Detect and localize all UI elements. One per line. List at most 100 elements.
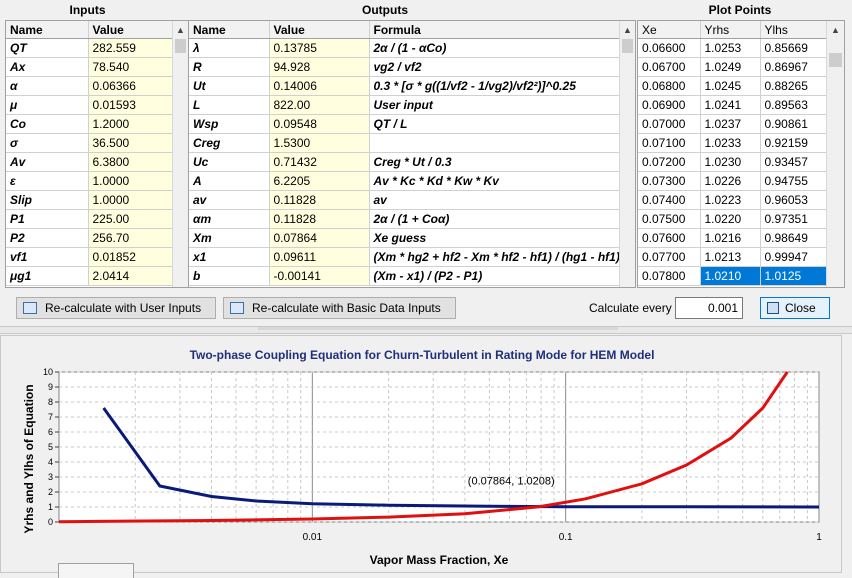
table-row[interactable]: 0.07500 1.0220 0.97351 xyxy=(638,209,827,229)
y-tick-label: 4 xyxy=(48,457,53,467)
output-name: Wsp xyxy=(189,114,270,134)
table-row[interactable]: P2 256.70 xyxy=(6,228,173,248)
table-row[interactable]: Wsp 0.09548 QT / L xyxy=(189,114,619,134)
table-row[interactable]: αm 0.11828 2α / (1 + Coα) xyxy=(189,209,619,229)
input-name: μ xyxy=(6,95,89,115)
input-value[interactable]: 6.3800 xyxy=(88,152,173,172)
points-scrollbar[interactable]: ▲ xyxy=(826,21,844,287)
input-name: μg1 xyxy=(6,266,89,286)
table-row[interactable]: Ut 0.14006 0.3 * [σ * g((1/vf2 - 1/vg2)/vf… xyxy=(189,76,619,96)
table-row[interactable]: 0.07800 1.0210 1.0125 xyxy=(638,266,827,286)
input-value[interactable]: 0.01852 xyxy=(88,247,173,267)
point-ylhs: 0.98649 xyxy=(760,228,827,248)
outputs-scrollbar[interactable]: ▲ xyxy=(619,21,635,287)
table-row[interactable]: x1 0.09611 (Xm * hg2 + hf2 - Xm * hf2 - hf… xyxy=(189,247,619,267)
splitter[interactable] xyxy=(0,326,852,334)
table-row[interactable]: μg1 2.0414 xyxy=(6,266,173,286)
point-xe: 0.06800 xyxy=(638,76,701,96)
close-door-icon xyxy=(767,302,779,314)
input-name: α xyxy=(6,76,89,96)
table-row[interactable]: Slip 1.0000 xyxy=(6,190,173,210)
table-row[interactable]: 0.07000 1.0237 0.90861 xyxy=(638,114,827,134)
table-row[interactable]: 0.06800 1.0245 0.88265 xyxy=(638,76,827,96)
inputs-grid[interactable]: Name Value QT 282.559 Ax 78.540 α 0.06366 μ 0.0… xyxy=(5,20,189,288)
output-formula: 2α / (1 + Coα) xyxy=(369,209,619,229)
input-name: Slip xyxy=(6,190,89,210)
input-value[interactable]: 1.0000 xyxy=(88,190,173,210)
table-row[interactable]: 0.07600 1.0216 0.98649 xyxy=(638,228,827,248)
scroll-thumb[interactable] xyxy=(622,39,633,53)
table-row[interactable]: vf1 0.01852 xyxy=(6,247,173,267)
x-tick-label: 0.01 xyxy=(303,532,323,543)
input-value[interactable]: 0.01593 xyxy=(88,95,173,115)
plot-points-header: Plot Points xyxy=(708,3,772,17)
table-row[interactable]: 0.07700 1.0213 0.99947 xyxy=(638,247,827,267)
table-row[interactable]: α 0.06366 xyxy=(6,76,173,96)
recalc-basic-data-button[interactable]: Re-calculate with Basic Data Inputs xyxy=(223,297,456,319)
y-tick-label: 10 xyxy=(43,367,53,377)
y-tick-label: 5 xyxy=(48,442,53,452)
table-row[interactable]: Co 1.2000 xyxy=(6,114,173,134)
table-row[interactable]: Xm 0.07864 Xe guess xyxy=(189,228,619,248)
scroll-thumb[interactable] xyxy=(829,53,842,67)
table-row[interactable]: 0.07100 1.0233 0.92159 xyxy=(638,133,827,153)
table-row[interactable]: 0.07300 1.0226 0.94755 xyxy=(638,171,827,191)
output-value: 822.00 xyxy=(269,95,370,115)
table-row[interactable]: 0.06900 1.0241 0.89563 xyxy=(638,95,827,115)
input-value[interactable]: 1.0000 xyxy=(88,171,173,191)
table-row[interactable]: R 94.928 vg2 / vf2 xyxy=(189,57,619,77)
scroll-up-arrow-icon[interactable]: ▲ xyxy=(623,25,632,35)
calculator-icon xyxy=(23,302,37,314)
calculator-icon xyxy=(230,302,244,314)
input-name: vf1 xyxy=(6,247,89,267)
table-row[interactable]: 0.07200 1.0230 0.93457 xyxy=(638,152,827,172)
table-row[interactable]: μ 0.01593 xyxy=(6,95,173,115)
table-row[interactable]: Uc 0.71432 Creg * Ut / 0.3 xyxy=(189,152,619,172)
table-row[interactable]: P1 225.00 xyxy=(6,209,173,229)
table-row[interactable]: Creg 1.5300 xyxy=(189,133,619,153)
bottom-tab[interactable] xyxy=(58,563,134,578)
input-value[interactable]: 1.2000 xyxy=(88,114,173,134)
output-formula: Xe guess xyxy=(369,228,619,248)
table-row[interactable]: 0.06700 1.0249 0.86967 xyxy=(638,57,827,77)
calculate-every-input[interactable]: 0.001 xyxy=(675,297,743,319)
input-value[interactable]: 2.0414 xyxy=(88,266,173,286)
splitter-grip[interactable] xyxy=(258,327,618,330)
close-button[interactable]: Close xyxy=(760,297,830,319)
point-xe: 0.06900 xyxy=(638,95,701,115)
table-row[interactable]: A 6.2205 Av * Kc * Kd * Kw * Kv xyxy=(189,171,619,191)
chart-title: Two-phase Coupling Equation for Churn-Tu… xyxy=(189,348,655,362)
output-value: 0.14006 xyxy=(269,76,370,96)
input-name: QT xyxy=(6,38,89,58)
point-yrhs: 1.0241 xyxy=(700,95,761,115)
table-row[interactable]: ε 1.0000 xyxy=(6,171,173,191)
plot-points-grid[interactable]: Xe Yrhs Ylhs 0.06600 1.0253 0.85669 0.06700… xyxy=(637,20,845,288)
input-value[interactable]: 225.00 xyxy=(88,209,173,229)
input-value[interactable]: 256.70 xyxy=(88,228,173,248)
output-formula: 0.3 * [σ * g((1/vf2 - 1/vg2)/vf2²)]^0.25 xyxy=(369,76,619,96)
table-row[interactable]: av 0.11828 av xyxy=(189,190,619,210)
table-row[interactable]: 0.06600 1.0253 0.85669 xyxy=(638,38,827,58)
point-ylhs: 0.85669 xyxy=(760,38,827,58)
input-value[interactable]: 282.559 xyxy=(88,38,173,58)
inputs-scrollbar[interactable]: ▲ xyxy=(172,21,188,287)
table-row[interactable]: Av 6.3800 xyxy=(6,152,173,172)
scroll-thumb[interactable] xyxy=(175,39,186,53)
input-value[interactable]: 0.06366 xyxy=(88,76,173,96)
input-value[interactable]: 36.500 xyxy=(88,133,173,153)
outputs-grid[interactable]: Name Value Formula λ 0.13785 2α / (1 - αCo… xyxy=(188,20,636,288)
table-row[interactable]: Ax 78.540 xyxy=(6,57,173,77)
table-row[interactable]: L 822.00 User input xyxy=(189,95,619,115)
scroll-up-arrow-icon[interactable]: ▲ xyxy=(176,25,185,35)
table-row[interactable]: QT 282.559 xyxy=(6,38,173,58)
table-row[interactable]: λ 0.13785 2α / (1 - αCo) xyxy=(189,38,619,58)
output-value: 0.71432 xyxy=(269,152,370,172)
output-name: λ xyxy=(189,38,270,58)
scroll-up-arrow-icon[interactable]: ▲ xyxy=(831,25,840,35)
table-row[interactable]: σ 36.500 xyxy=(6,133,173,153)
point-yrhs: 1.0220 xyxy=(700,209,761,229)
table-row[interactable]: 0.07400 1.0223 0.96053 xyxy=(638,190,827,210)
input-value[interactable]: 78.540 xyxy=(88,57,173,77)
recalc-user-inputs-button[interactable]: Re-calculate with User Inputs xyxy=(16,297,216,319)
table-row[interactable]: b -0.00141 (Xm - x1) / (P2 - P1) xyxy=(189,266,619,286)
